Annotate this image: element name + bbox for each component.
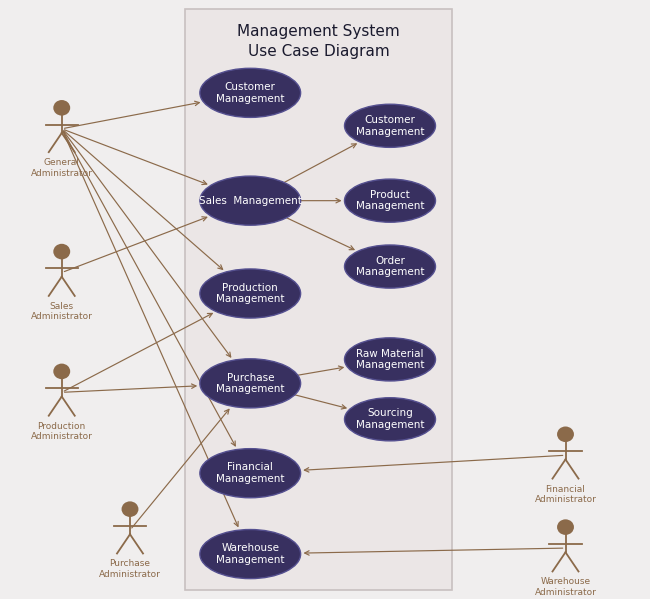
Text: Product
Management: Product Management: [356, 190, 424, 211]
Ellipse shape: [200, 530, 300, 579]
Ellipse shape: [344, 104, 436, 147]
Text: Purchase
Management: Purchase Management: [216, 373, 285, 394]
Text: Order
Management: Order Management: [356, 256, 424, 277]
Text: Sales
Administrator: Sales Administrator: [31, 302, 93, 321]
Text: Raw Material
Management: Raw Material Management: [356, 349, 424, 370]
Ellipse shape: [344, 338, 436, 381]
Circle shape: [557, 426, 574, 442]
Text: Warehouse
Administrator: Warehouse Administrator: [534, 577, 597, 597]
Text: Production
Administrator: Production Administrator: [31, 422, 93, 441]
Ellipse shape: [200, 449, 300, 498]
Ellipse shape: [344, 245, 436, 288]
Text: Customer
Management: Customer Management: [356, 115, 424, 137]
Circle shape: [53, 100, 70, 116]
Circle shape: [122, 501, 138, 517]
FancyBboxPatch shape: [185, 9, 452, 590]
Text: Customer
Management: Customer Management: [216, 82, 285, 104]
Circle shape: [53, 244, 70, 259]
Circle shape: [53, 364, 70, 379]
Text: Production
Management: Production Management: [216, 283, 285, 304]
Text: Warehouse
Management: Warehouse Management: [216, 543, 285, 565]
Text: Financial
Administrator: Financial Administrator: [534, 485, 597, 504]
Text: Financial
Management: Financial Management: [216, 462, 285, 484]
Text: General
Administrator: General Administrator: [31, 158, 93, 177]
Circle shape: [557, 519, 574, 535]
Ellipse shape: [200, 359, 300, 408]
Ellipse shape: [200, 68, 300, 117]
Text: Management System
Use Case Diagram: Management System Use Case Diagram: [237, 24, 400, 59]
Text: Sourcing
Management: Sourcing Management: [356, 409, 424, 430]
Ellipse shape: [344, 179, 436, 222]
Text: Purchase
Administrator: Purchase Administrator: [99, 559, 161, 579]
Text: Sales  Management: Sales Management: [199, 196, 302, 205]
Ellipse shape: [200, 176, 300, 225]
Ellipse shape: [200, 269, 300, 318]
Ellipse shape: [344, 398, 436, 441]
